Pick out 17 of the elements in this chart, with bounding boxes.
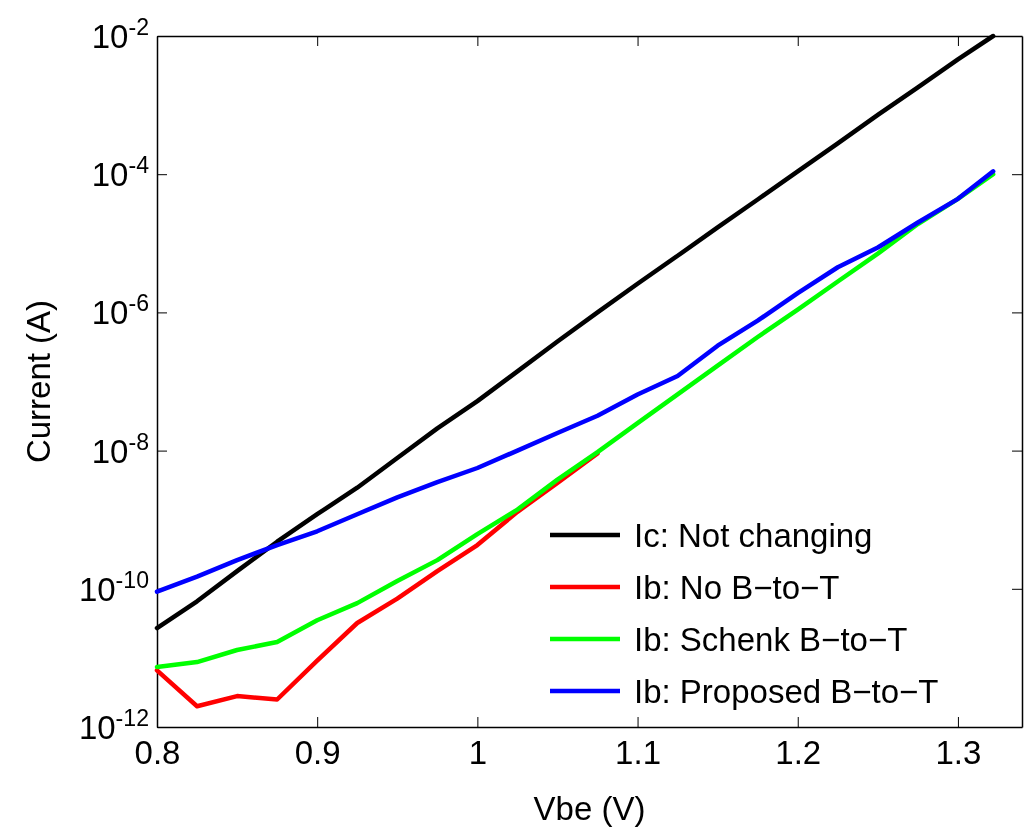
y-tick-label: 10$^{-4}$ <box>91 152 150 194</box>
y-tick-label: 10$^{-2}$ <box>91 14 149 56</box>
x-tick-label: 1.1 <box>615 734 661 772</box>
legend-label: Ib: Proposed B−to−T <box>634 672 939 710</box>
x-tick-label: 1.3 <box>935 734 982 772</box>
legend-label: Ic: Not changing <box>634 516 873 554</box>
y-tick-label: 10$^{-6}$ <box>91 290 149 332</box>
x-axis-title: Vbe (V) <box>533 790 646 827</box>
x-tick-label: 0.9 <box>294 734 341 772</box>
line-series <box>154 171 996 670</box>
y-axis-title: Current (A) <box>20 299 57 464</box>
y-tick-label: 10$^{-10}$ <box>78 566 149 608</box>
x-tick-label: 1.2 <box>775 734 822 772</box>
legend-label: Ib: No B−to−T <box>634 568 840 606</box>
legend-label: Ib: Schenk B−to−T <box>634 620 908 658</box>
y-tick-label: 10$^{-8}$ <box>91 428 149 470</box>
x-tick-label: 1 <box>468 734 488 772</box>
